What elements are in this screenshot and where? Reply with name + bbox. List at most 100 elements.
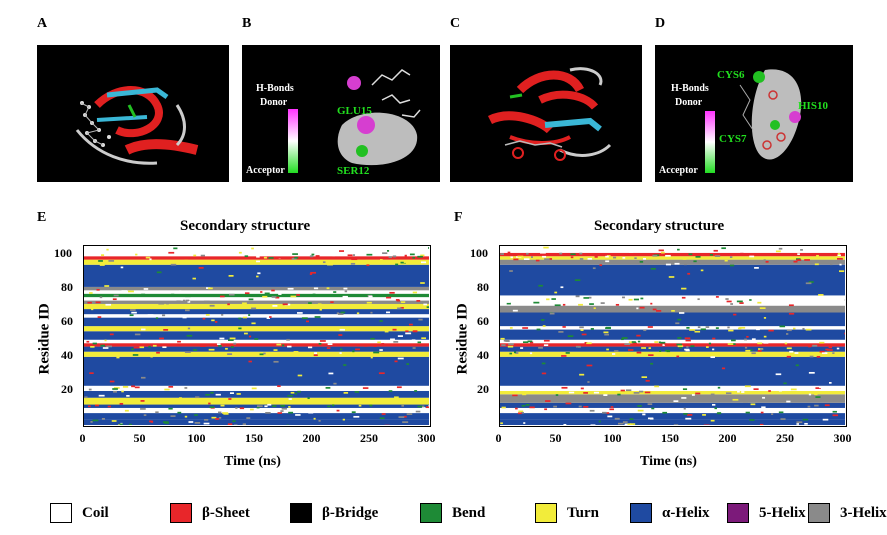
ss-speckle [381, 343, 385, 345]
ss-band [500, 312, 845, 327]
ss-speckle [683, 407, 686, 410]
ss-speckle [611, 353, 616, 355]
ss-speckle [809, 355, 814, 358]
ss-speckle [545, 400, 551, 402]
x-axis-label-f: Time (ns) [640, 454, 697, 469]
ss-speckle [686, 326, 690, 329]
ss-speckle [282, 303, 288, 306]
ss-speckle [648, 354, 654, 356]
donor-label-d: Donor [675, 97, 703, 108]
ss-speckle [554, 397, 557, 400]
ss-speckle [515, 352, 519, 354]
ss-speckle [702, 414, 706, 416]
panel-label-e: E [37, 210, 47, 225]
y-tick-label: 80 [61, 279, 73, 294]
ss-speckle [673, 400, 679, 403]
ss-speckle [422, 402, 428, 404]
ss-speckle [292, 253, 298, 255]
ss-band [500, 264, 845, 296]
ss-speckle [799, 392, 802, 395]
ss-speckle [297, 374, 303, 377]
ss-speckle [256, 275, 259, 278]
ss-speckle [553, 405, 557, 408]
ss-speckle [176, 300, 181, 303]
ss-speckle [185, 295, 191, 298]
ss-speckle [786, 329, 792, 332]
ss-speckle [251, 322, 256, 325]
ss-speckle [100, 294, 104, 297]
ss-speckle [208, 402, 211, 405]
ss-band [500, 326, 845, 330]
ss-speckle [605, 260, 610, 263]
ss-speckle [837, 254, 841, 257]
ss-speckle [287, 345, 292, 348]
ss-speckle [832, 414, 839, 417]
ss-speckle [263, 256, 267, 259]
ss-speckle [778, 411, 784, 414]
ss-speckle [757, 350, 762, 352]
ss-speckle [688, 302, 693, 304]
ss-speckle [347, 254, 353, 257]
ss-speckle [689, 329, 696, 331]
ss-speckle [730, 303, 734, 305]
ss-speckle [647, 403, 653, 406]
y-tick-label: 40 [61, 347, 73, 362]
ss-speckle [737, 390, 740, 393]
ss-speckle [173, 247, 178, 250]
legend: Coil β-Sheet β-Bridge Bend Turn α-Helix 5-Heli… [0, 500, 887, 530]
ss-speckle [614, 350, 619, 352]
ss-speckle [156, 351, 160, 354]
ss-speckle [828, 346, 833, 349]
ss-plot-f [499, 245, 847, 427]
ss-band [84, 290, 429, 294]
ss-speckle [235, 407, 238, 409]
ss-speckle [513, 258, 519, 261]
ss-speckle [273, 360, 279, 363]
ss-speckle [624, 423, 629, 426]
ss-speckle [281, 407, 287, 410]
ss-speckle [239, 407, 245, 410]
ss-speckle [288, 406, 291, 408]
ss-speckle [839, 270, 845, 273]
ss-band [84, 297, 429, 301]
ss-speckle [783, 382, 787, 385]
ss-speckle [519, 262, 525, 265]
ss-speckle [819, 350, 825, 353]
ss-speckle [671, 310, 675, 312]
ss-speckle [554, 291, 558, 294]
ss-band [84, 346, 429, 352]
ss-speckle [713, 249, 718, 252]
ss-speckle [748, 408, 753, 410]
ss-band [84, 293, 429, 298]
ss-speckle [660, 341, 666, 344]
ss-speckle [824, 404, 830, 407]
ss-speckle [780, 418, 786, 420]
ss-speckle [379, 417, 385, 420]
ss-speckle [562, 303, 566, 306]
ss-speckle [168, 385, 174, 388]
ss-speckle [819, 386, 823, 389]
ss-speckle [405, 332, 412, 335]
ss-speckle [522, 327, 529, 329]
ss-speckle [710, 419, 715, 422]
ss-band [84, 303, 429, 310]
ss-speckle [238, 327, 242, 330]
ss-speckle [400, 261, 407, 264]
ss-speckle [521, 411, 524, 414]
ss-speckle [598, 420, 601, 423]
y-tick-label: 100 [470, 245, 488, 260]
ss-speckle [259, 353, 264, 356]
ss-heatmap-e [84, 246, 430, 426]
ss-speckle [326, 347, 331, 349]
ss-speckle [786, 355, 792, 358]
x-tick-label: 200 [718, 431, 737, 445]
ss-speckle [763, 341, 769, 344]
ss-speckle [296, 294, 300, 296]
ss-speckle [307, 397, 310, 400]
y-tick-label: 40 [477, 347, 489, 362]
ss-band [84, 314, 429, 318]
ss-speckle [149, 258, 152, 261]
ss-speckle [403, 415, 407, 418]
ss-speckle [529, 406, 535, 409]
ss-band [84, 407, 429, 414]
